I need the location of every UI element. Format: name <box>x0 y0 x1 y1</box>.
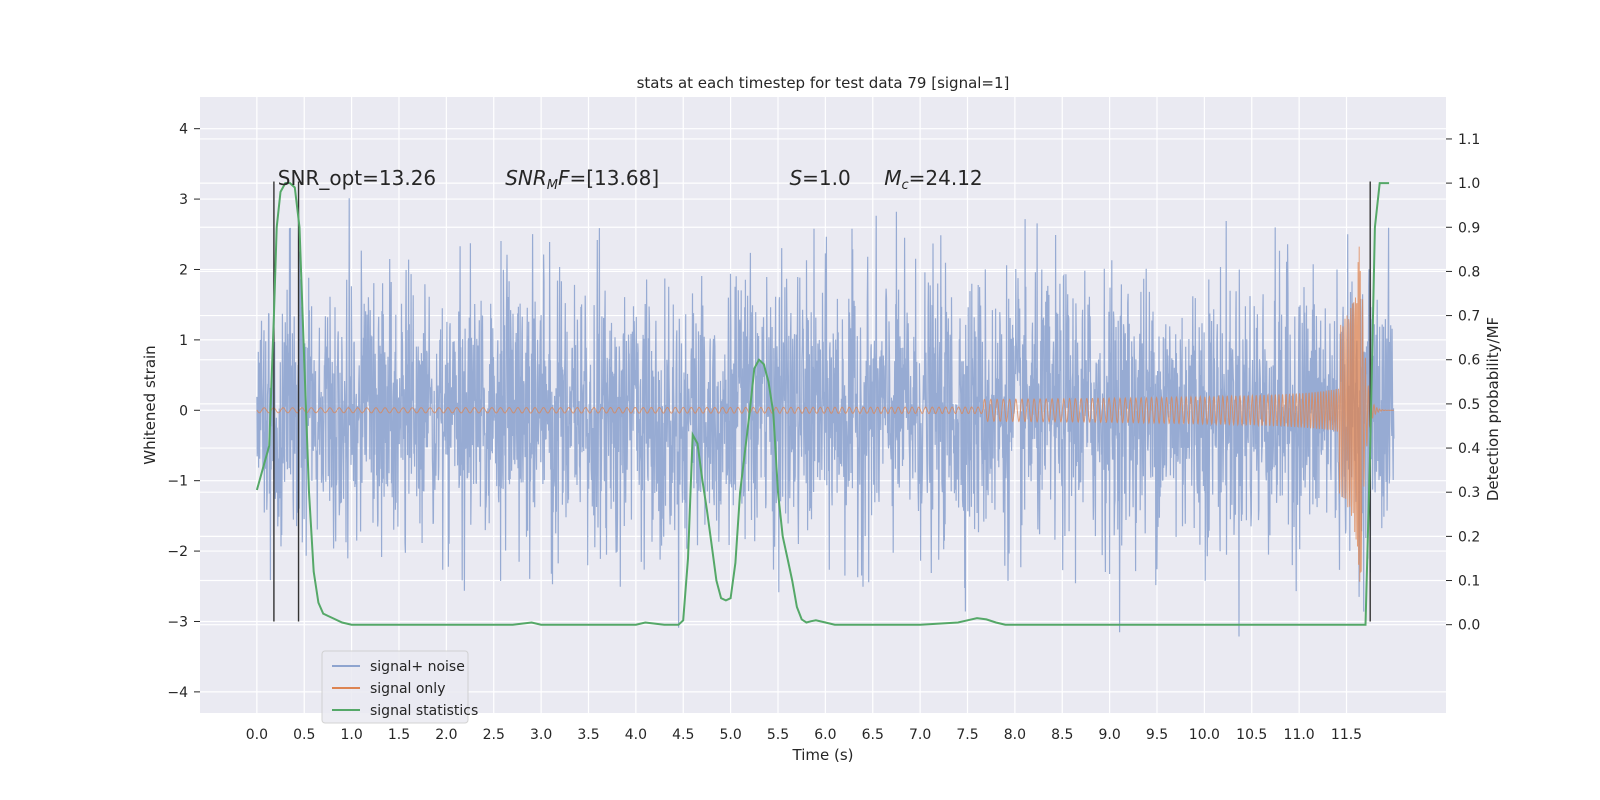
y-tick-label: 3 <box>179 192 188 208</box>
annotation-text: Mc=24.12 <box>884 166 982 193</box>
y2-tick-label: 0.7 <box>1458 309 1480 325</box>
x-tick-label: 10.5 <box>1236 727 1267 743</box>
x-tick-label: 5.0 <box>719 727 741 743</box>
x-tick-label: 7.5 <box>956 727 978 743</box>
x-tick-label: 0.0 <box>246 727 268 743</box>
y-tick-label: −2 <box>167 544 188 560</box>
x-tick-label: 1.0 <box>340 727 362 743</box>
y2-tick-label: 0.8 <box>1458 264 1480 280</box>
y-tick-label: −1 <box>167 474 188 490</box>
x-axis: 0.0 0.5 1.0 1.5 2.0 2.5 3.0 3.5 4.0 4.5 5.0 5.5 6.0 6… <box>246 727 1362 743</box>
x-tick-label: 7.0 <box>909 727 931 743</box>
x-tick-label: 4.0 <box>625 727 647 743</box>
chart-title: stats at each timestep for test data 79 … <box>637 74 1010 92</box>
legend-entry: signal statistics <box>370 703 478 719</box>
annotation-text: S=1.0 <box>789 166 850 190</box>
signal-plus-noise-line <box>256 198 1395 637</box>
x-tick-label: 4.5 <box>672 727 694 743</box>
x-tick-label: 10.0 <box>1189 727 1220 743</box>
y2-axis-label: Detection probability/MF <box>1484 317 1502 501</box>
y2-tick-label: 0.1 <box>1458 574 1480 590</box>
x-tick-label: 2.0 <box>435 727 457 743</box>
signal-only-line <box>256 246 1394 582</box>
series-signal-only <box>256 246 1394 582</box>
y2-tick-label: 0.2 <box>1458 529 1480 545</box>
y-tick-label: 4 <box>179 122 188 138</box>
x-tick-label: 3.5 <box>577 727 599 743</box>
y2-tick-label: 0.5 <box>1458 397 1480 413</box>
legend: signal+ noise signal only signal statistic… <box>321 650 478 724</box>
x-tick-label: 9.5 <box>1146 727 1168 743</box>
x-tick-label: 5.5 <box>767 727 789 743</box>
y-axis-right: 1.1 1.0 0.9 0.8 0.7 0.6 0.5 0.4 0.3 0.2 0.1 0.0 <box>1446 132 1480 634</box>
y-axis-left: 4 3 2 1 0 −1 −2 −3 −4 <box>167 122 200 701</box>
x-tick-label: 1.5 <box>388 727 410 743</box>
y2-tick-label: 1.0 <box>1458 176 1480 192</box>
x-tick-label: 2.5 <box>483 727 505 743</box>
y-tick-label: 2 <box>179 262 188 278</box>
legend-box <box>321 650 469 724</box>
y-tick-label: −4 <box>167 685 188 701</box>
y2-tick-label: 0.0 <box>1458 618 1480 634</box>
x-tick-label: 11.0 <box>1284 727 1315 743</box>
x-tick-label: 11.5 <box>1331 727 1362 743</box>
y2-tick-label: 0.4 <box>1458 441 1480 457</box>
x-axis-label: Time (s) <box>792 746 854 764</box>
y2-tick-label: 0.3 <box>1458 485 1480 501</box>
y-tick-label: 0 <box>179 403 188 419</box>
x-tick-label: 3.0 <box>530 727 552 743</box>
legend-entry: signal+ noise <box>370 659 465 675</box>
y2-tick-label: 0.9 <box>1458 220 1480 236</box>
legend-entry: signal only <box>370 681 445 697</box>
annotations: SNR_opt=13.26 SNRMF=[13.68] S=1.0 Mc=24.12 <box>278 166 983 193</box>
x-tick-label: 9.0 <box>1098 727 1120 743</box>
series-signal-plus-noise <box>256 198 1395 637</box>
y-tick-label: 1 <box>179 333 188 349</box>
series-signal-statistics <box>255 182 1390 626</box>
signal-statistics-line <box>255 182 1390 626</box>
x-tick-label: 0.5 <box>293 727 315 743</box>
y2-tick-label: 1.1 <box>1458 132 1480 148</box>
x-tick-label: 8.0 <box>1004 727 1026 743</box>
annotation-text: SNR_opt=13.26 <box>278 166 436 190</box>
annotation-text: SNRMF=[13.68] <box>505 166 659 193</box>
y-axis-label: Whitened strain <box>141 345 159 464</box>
x-tick-label: 8.5 <box>1051 727 1073 743</box>
x-tick-label: 6.0 <box>814 727 836 743</box>
y-tick-label: −3 <box>167 614 188 630</box>
y2-tick-label: 0.6 <box>1458 353 1480 369</box>
x-tick-label: 6.5 <box>862 727 884 743</box>
